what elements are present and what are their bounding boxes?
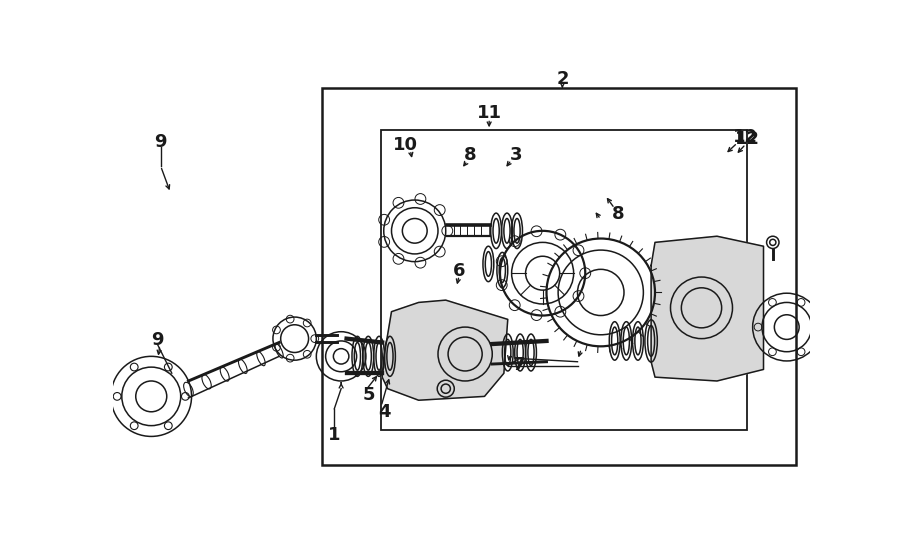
Text: 8: 8 — [464, 146, 477, 164]
Bar — [322, 88, 796, 465]
Text: 1: 1 — [328, 426, 340, 444]
Text: 10: 10 — [393, 136, 418, 154]
Text: 12: 12 — [734, 129, 760, 147]
Text: 5: 5 — [363, 386, 375, 404]
Polygon shape — [651, 236, 763, 381]
Text: 6: 6 — [453, 262, 465, 280]
Bar — [381, 130, 747, 430]
Text: 9: 9 — [151, 331, 164, 349]
Polygon shape — [382, 300, 508, 400]
Text: 8: 8 — [612, 205, 625, 223]
Text: 12: 12 — [734, 128, 759, 146]
Text: 2: 2 — [556, 70, 569, 88]
Text: 3: 3 — [509, 146, 522, 164]
Text: 7: 7 — [513, 356, 526, 374]
Text: 4: 4 — [378, 403, 391, 421]
Text: 9: 9 — [154, 133, 166, 151]
Text: 11: 11 — [477, 104, 501, 122]
